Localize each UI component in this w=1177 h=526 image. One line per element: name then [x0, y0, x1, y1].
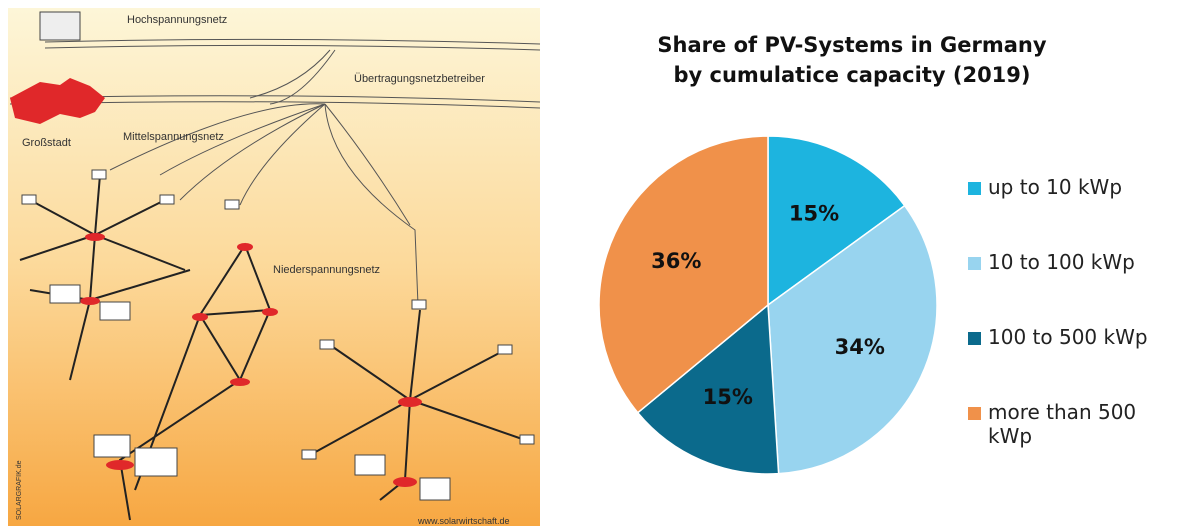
pie-slice: [636, 303, 780, 475]
legend-label: 10 to 100 kWp: [988, 250, 1135, 274]
legend-label: 100 to 500 kWp: [988, 325, 1148, 349]
legend-item: up to 10 kWp: [968, 175, 1173, 250]
data-label: 15%: [789, 202, 839, 226]
data-label: 34%: [835, 335, 885, 359]
nodes: [10, 78, 422, 487]
illustration-label: www.solarwirtschaft.de: [417, 516, 510, 526]
data-label: 15%: [703, 385, 753, 409]
legend-swatch: [968, 407, 981, 420]
pie-slice: [598, 135, 769, 414]
illustration-label: Übertragungsnetzbetreiber: [354, 73, 485, 85]
legend-swatch: [968, 332, 981, 345]
legend-item: 100 to 500 kWp: [968, 325, 1173, 400]
legend-label: more than 500 kWp: [988, 400, 1137, 448]
legend: up to 10 kWp 10 to 100 kWp 100 to 500 kWp m…: [968, 175, 1173, 475]
legend-swatch: [968, 257, 981, 270]
legend-swatch: [968, 182, 981, 195]
chart-title: by cumulatice capacity (2019): [673, 63, 1030, 87]
legend-label: up to 10 kWp: [988, 175, 1123, 199]
illustration-label: Großstadt: [22, 137, 71, 149]
houses: [21, 11, 535, 501]
pie-slice: [767, 135, 906, 307]
chart-title: Share of PV-Systems in Germany: [657, 33, 1046, 57]
pie-chart: Share of PV-Systems in Germany by cumulat…: [598, 33, 1047, 475]
illustration-label: Mittelspannungsnetz: [123, 131, 224, 143]
illustration-label: Hochspannungsnetz: [127, 14, 227, 26]
illustration-label: Niederspannungsnetz: [273, 264, 380, 276]
legend-item: 10 to 100 kWp: [968, 250, 1173, 325]
illustration-label: SOLARGRAFIK.de: [16, 460, 23, 520]
illustration: Hochspannungsnetz Übertragungsnetzbetrei…: [8, 8, 541, 526]
data-label: 36%: [651, 249, 701, 273]
legend-item: more than 500 kWp: [968, 400, 1173, 475]
pie-slice: [767, 204, 938, 475]
